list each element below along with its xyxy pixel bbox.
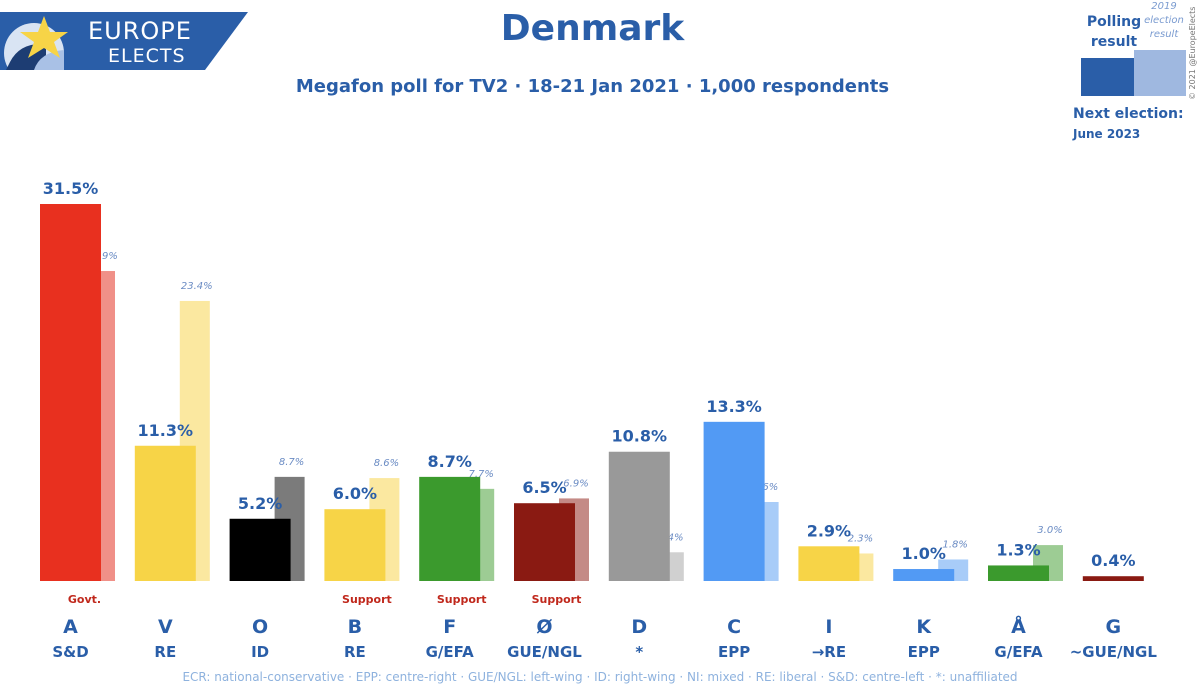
page-title: Denmark — [500, 8, 685, 49]
party-6-bar — [514, 503, 575, 581]
party-5-status-note: Support — [437, 593, 487, 606]
europe-elects-logo: EUROPE ELECTS — [0, 12, 250, 70]
party-11-prev-value-label: 3.0% — [1037, 525, 1062, 536]
legend-swatch-previous — [1134, 50, 1186, 96]
party-7-prev-value-label: 2.4% — [658, 532, 683, 543]
logo-banner — [0, 12, 248, 70]
party-5-letter: F — [443, 616, 456, 638]
party-11-letter: Å — [1011, 614, 1026, 638]
party-9-bar — [798, 546, 860, 581]
party-9-letter: I — [825, 616, 832, 638]
party-7-group: * — [635, 643, 643, 661]
party-6-letter: Ø — [536, 616, 552, 638]
party-8-value-label: 13.3% — [706, 397, 762, 416]
legend-result-label: result — [1090, 34, 1138, 50]
party-8-prev-value-label: 6.6% — [753, 482, 778, 493]
party-3-bar — [229, 518, 291, 581]
party-4-prev-value-label: 8.6% — [374, 458, 399, 469]
party-5-prev-value-label: 7.7% — [468, 469, 493, 480]
logo-text-europe: EUROPE — [88, 17, 192, 45]
footer-legend: ECR: national-conservative · EPP: centre… — [182, 670, 1018, 684]
party-4-letter: B — [348, 616, 362, 638]
party-3-letter: O — [252, 616, 268, 638]
party-6-status-note: Support — [532, 593, 582, 606]
party-4-group: RE — [344, 643, 366, 661]
party-9-prev-value-label: 2.3% — [848, 533, 873, 544]
party-7-value-label: 10.8% — [612, 427, 668, 446]
party-4-status-note: Support — [342, 593, 392, 606]
party-10-letter: K — [916, 616, 932, 638]
party-11-value-label: 1.3% — [996, 540, 1040, 559]
logo-text-elects: ELECTS — [108, 45, 186, 67]
party-10-value-label: 1.0% — [902, 544, 946, 563]
party-9-group: →RE — [812, 643, 846, 661]
next-election-date: June 2023 — [1073, 127, 1141, 141]
next-election-label: Next election: — [1073, 106, 1184, 122]
party-8-bar — [703, 421, 765, 581]
party-1-status-note: Govt. — [68, 593, 101, 606]
party-11-group: G/EFA — [994, 643, 1043, 661]
party-6-group: GUE/NGL — [507, 643, 582, 661]
party-1-bar — [40, 204, 101, 581]
party-6-prev-value-label: 6.9% — [563, 478, 588, 489]
star-icon — [20, 16, 68, 58]
party-2-value-label: 11.3% — [138, 421, 194, 440]
party-2-letter: V — [158, 616, 173, 638]
legend-prev-line2: election — [1144, 15, 1184, 26]
legend-previous-label: 2019 election result — [1142, 0, 1186, 42]
party-6-value-label: 6.5% — [522, 478, 566, 497]
party-3-value-label: 5.2% — [238, 494, 282, 513]
party-7-letter: D — [631, 616, 647, 638]
legend-polling-label: Polling — [1086, 14, 1142, 30]
party-1-letter: A — [63, 616, 78, 638]
party-2-bar — [134, 445, 196, 581]
party-12-bar — [1082, 576, 1144, 581]
party-2-group: RE — [154, 643, 176, 661]
party-5-group: G/EFA — [426, 643, 475, 661]
party-10-group: EPP — [908, 643, 940, 661]
legend-prev-line3: result — [1149, 29, 1179, 40]
party-8-group: EPP — [718, 643, 750, 661]
poll-subtitle: Megafon poll for TV2 · 18-21 Jan 2021 · … — [295, 76, 890, 97]
party-5-bar — [419, 476, 481, 581]
party-10-prev-value-label: 1.8% — [942, 539, 967, 550]
party-7-bar — [608, 451, 670, 581]
party-9-value-label: 2.9% — [807, 521, 851, 540]
party-12-group: ~GUE/NGL — [1070, 643, 1158, 661]
party-1-prev-value-label: 25.9% — [86, 251, 118, 262]
party-10-bar — [893, 569, 955, 581]
legend-prev-line1: 2019 — [1151, 1, 1177, 12]
party-2-prev-value-label: 23.4% — [181, 281, 213, 292]
party-3-group: ID — [251, 643, 269, 661]
party-8-letter: C — [727, 616, 741, 638]
party-3-prev-value-label: 8.7% — [279, 457, 304, 468]
party-5-value-label: 8.7% — [428, 452, 472, 471]
party-11-bar — [988, 565, 1049, 581]
party-1-group: S&D — [52, 643, 88, 661]
party-12-letter: G — [1105, 616, 1121, 638]
party-1-value-label: 31.5% — [43, 179, 99, 198]
legend-swatch-poll — [1081, 58, 1134, 96]
party-12-value-label: 0.4% — [1091, 551, 1135, 570]
party-4-bar — [324, 509, 386, 581]
party-4-value-label: 6.0% — [333, 484, 377, 503]
